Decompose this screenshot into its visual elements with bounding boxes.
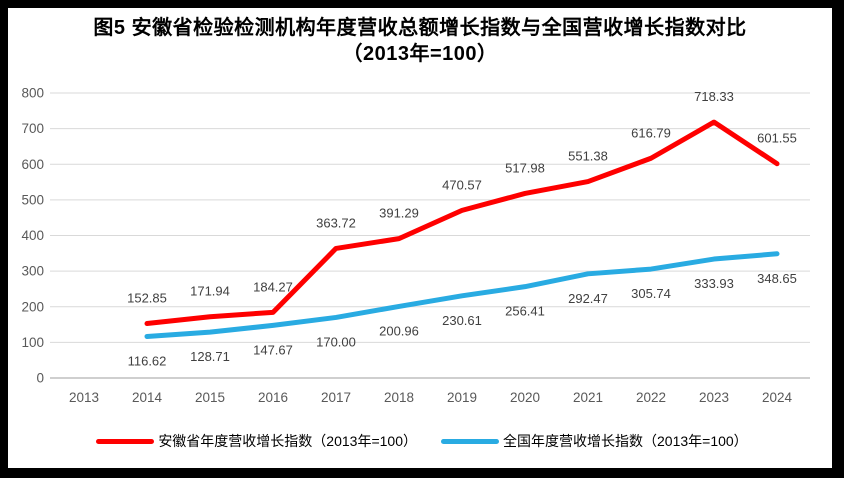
x-axis-label-2016: 2016 [258,390,288,405]
legend-item-national[interactable]: 全国年度营收增长指数（2013年=100） [441,431,748,451]
anhui-line-swatch [96,438,155,444]
x-axis-label-2018: 2018 [384,390,414,405]
anhui-series-line [144,119,780,327]
anhui-data-label-2020: 517.98 [505,160,545,175]
chart-background [8,8,832,468]
national-data-label-2024: 348.65 [757,271,797,286]
y-axis-label-500: 500 [21,192,44,207]
x-axis-label-2022: 2022 [636,390,666,405]
y-axis-label-600: 600 [21,157,44,172]
national-data-label-2023: 333.93 [694,276,734,291]
y-axis-label-300: 300 [21,264,44,279]
national-data-label-2018: 200.96 [379,323,419,338]
national-data-label-2020: 256.41 [505,304,545,319]
x-axis-label-2024: 2024 [762,390,793,405]
x-axis-label-2015: 2015 [195,390,225,405]
legend-label-national: 全国年度营收增长指数（2013年=100） [503,433,748,449]
anhui-data-label-2015: 171.94 [190,284,230,299]
national-line-swatch [441,438,499,444]
anhui-data-label-2018: 391.29 [379,206,419,221]
y-axis-label-100: 100 [21,335,44,350]
y-axis-label-0: 0 [36,371,44,386]
anhui-data-label-2014: 152.85 [127,291,167,306]
legend-item-anhui[interactable]: 安徽省年度营收增长指数（2013年=100） [96,431,417,451]
national-data-label-2017: 170.00 [316,334,356,349]
national-data-label-2022: 305.74 [631,286,671,301]
legend-label-anhui: 安徽省年度营收增长指数（2013年=100） [158,433,417,449]
anhui-data-label-2022: 616.79 [631,125,671,140]
x-axis-label-2021: 2021 [573,390,603,405]
anhui-data-label-2019: 470.57 [442,177,482,192]
x-axis-label-2019: 2019 [447,390,477,405]
national-data-label-2015: 128.71 [190,349,230,364]
chart-title-line1: 图5 安徽省检验检测机构年度营收总额增长指数与全国营收增长指数对比 [93,17,747,39]
chart-legend: 安徽省年度营收增长指数（2013年=100） 全国年度营收增长指数（2013年=… [0,429,844,453]
y-axis-label-800: 800 [21,86,44,101]
anhui-data-label-2023: 718.33 [694,89,734,104]
chart-title: 图5 安徽省检验检测机构年度营收总额增长指数与全国营收增长指数对比 （2013年… [20,15,820,67]
x-axis-label-2017: 2017 [321,390,351,405]
y-axis-label-400: 400 [21,228,44,243]
national-series-line [144,251,780,339]
y-axis-label-200: 200 [21,299,44,314]
anhui-data-label-2016: 184.27 [253,279,293,294]
national-data-label-2016: 147.67 [253,342,293,357]
x-axis-label-2020: 2020 [510,390,540,405]
national-data-label-2021: 292.47 [568,291,608,306]
x-axis-label-2013: 2013 [69,390,99,405]
national-data-label-2014: 116.62 [128,353,167,368]
y-axis-label-700: 700 [21,121,44,136]
anhui-data-label-2024: 601.55 [757,131,797,146]
x-axis-label-2014: 2014 [132,390,163,405]
anhui-data-label-2021: 551.38 [568,149,608,164]
x-axis-label-2023: 2023 [699,390,729,405]
anhui-data-label-2017: 363.72 [316,215,356,230]
chart-title-line2: （2013年=100） [342,43,498,65]
national-data-label-2019: 230.61 [442,313,482,328]
